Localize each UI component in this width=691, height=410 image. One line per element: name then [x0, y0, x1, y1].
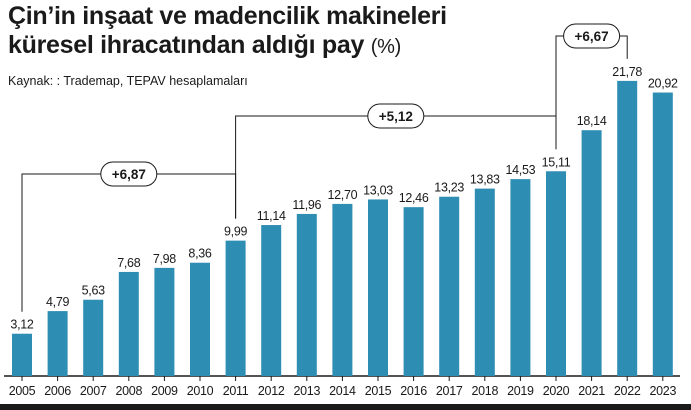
- change-pill-1: [100, 161, 158, 187]
- value-label-2021: 18,14: [577, 114, 607, 128]
- change-label-2: +5,12: [379, 109, 413, 124]
- bar-2020: [546, 171, 566, 376]
- value-label-2005: 3,12: [10, 318, 33, 332]
- x-tick-label-2017: 2017: [436, 384, 463, 398]
- bar-2006: [47, 311, 68, 376]
- value-label-2012: 11,14: [257, 209, 286, 223]
- source-note: Kaynak: : Trademap, TEPAV hesaplamaları: [8, 74, 248, 88]
- title-line-2: küresel ihracatından aldığı pay (%): [8, 31, 568, 62]
- bar-2022: [617, 80, 638, 377]
- change-label-1: +6,87: [112, 167, 146, 182]
- bar-2010: [190, 262, 210, 376]
- bar-2005: [12, 333, 32, 376]
- x-tick-label-2015: 2015: [365, 384, 392, 398]
- value-label-2014: 12,70: [328, 188, 358, 202]
- value-label-2022: 21,78: [612, 65, 642, 79]
- bar-2008: [118, 271, 139, 376]
- change-pill-2: [367, 103, 425, 129]
- bar-2016: [403, 207, 424, 376]
- bar-2021: [581, 130, 602, 376]
- value-label-2009: 7,98: [153, 252, 176, 266]
- bar-2014: [332, 203, 353, 376]
- value-label-2007: 5,63: [82, 284, 105, 298]
- value-label-2008: 7,68: [117, 256, 140, 270]
- bar-2012: [261, 225, 282, 376]
- value-label-2015: 13,03: [363, 183, 393, 197]
- bar-2007: [83, 299, 104, 376]
- bar-2009: [154, 267, 175, 376]
- bar-2013: [296, 213, 317, 376]
- x-tick-label-2018: 2018: [471, 384, 498, 398]
- x-tick-label-2011: 2011: [223, 384, 249, 398]
- value-label-2019: 14,53: [506, 163, 536, 177]
- x-tick-label-2023: 2023: [649, 384, 676, 398]
- bar-2017: [439, 196, 460, 376]
- value-label-2023: 20,92: [648, 77, 678, 91]
- value-label-2010: 8,36: [188, 247, 211, 261]
- change-pill-3: [563, 23, 621, 49]
- x-tick-label-2006: 2006: [44, 384, 71, 398]
- title-line-2-text: küresel ihracatından aldığı pay: [8, 31, 365, 59]
- value-label-2016: 12,46: [399, 191, 429, 205]
- bottom-rule: [0, 404, 691, 410]
- value-label-2020: 15,11: [542, 155, 571, 169]
- x-tick-label-2008: 2008: [115, 384, 142, 398]
- change-label-3: +6,67: [575, 29, 609, 44]
- x-tick-label-2005: 2005: [9, 384, 36, 398]
- x-tick-label-2019: 2019: [507, 384, 534, 398]
- x-tick-label-2016: 2016: [400, 384, 427, 398]
- x-tick-label-2012: 2012: [258, 384, 285, 398]
- x-tick-label-2022: 2022: [614, 384, 641, 398]
- title-unit: (%): [370, 36, 402, 58]
- x-tick-label-2013: 2013: [293, 384, 320, 398]
- x-tick-label-2014: 2014: [329, 384, 356, 398]
- value-label-2018: 13,83: [470, 173, 500, 187]
- title-line-1: Çin’in inşaat ve madencilik makineleri: [8, 2, 447, 30]
- bar-2015: [368, 199, 388, 376]
- value-label-2013: 11,96: [292, 198, 321, 212]
- bar-2011: [225, 240, 246, 376]
- bar-2023: [652, 92, 673, 376]
- value-label-2017: 13,23: [434, 181, 464, 195]
- bar-2018: [474, 188, 495, 376]
- x-tick-label-2021: 2021: [578, 384, 605, 398]
- value-label-2011: 9,99: [224, 225, 247, 239]
- value-label-2006: 4,79: [46, 295, 69, 309]
- bar-2019: [510, 179, 531, 376]
- x-tick-label-2010: 2010: [187, 384, 214, 398]
- x-tick-label-2009: 2009: [151, 384, 178, 398]
- x-tick-label-2007: 2007: [80, 384, 107, 398]
- x-tick-label-2020: 2020: [543, 384, 570, 398]
- chart-title: Çin’in inşaat ve madencilik makineleri k…: [8, 2, 568, 62]
